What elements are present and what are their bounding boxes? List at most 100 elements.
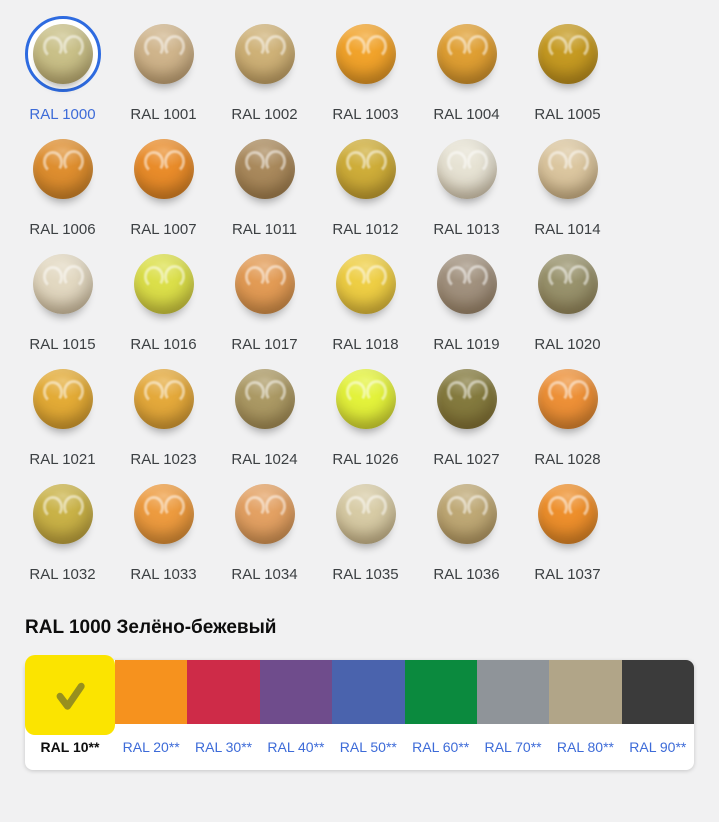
color-swatch-cell: RAL 1004 xyxy=(416,12,517,127)
series-color-swatch[interactable] xyxy=(549,660,622,724)
color-ball[interactable] xyxy=(32,369,93,429)
series-color-swatch[interactable] xyxy=(332,660,405,724)
series-label-link[interactable]: RAL 70** xyxy=(484,739,542,755)
series-label-link[interactable]: RAL 60** xyxy=(412,739,470,755)
color-swatch-cell: RAL 1019 xyxy=(416,242,517,357)
selection-ring xyxy=(328,361,404,437)
color-ball[interactable] xyxy=(335,24,396,84)
selection-ring xyxy=(126,131,202,207)
selection-ring xyxy=(25,476,101,552)
color-code-label[interactable]: RAL 1020 xyxy=(534,336,601,353)
color-swatch-cell: RAL 1014 xyxy=(517,127,618,242)
selection-ring xyxy=(530,16,606,92)
series-tab: RAL 90** xyxy=(621,660,694,770)
color-ball[interactable] xyxy=(133,139,194,199)
color-swatch-cell: RAL 1021 xyxy=(12,357,113,472)
color-ball[interactable] xyxy=(133,484,194,544)
series-label-link[interactable]: RAL 90** xyxy=(629,739,687,755)
color-ball[interactable] xyxy=(335,254,396,314)
color-ball[interactable] xyxy=(234,24,295,84)
color-ball[interactable] xyxy=(234,369,295,429)
series-color-swatch[interactable] xyxy=(259,660,333,724)
color-ball[interactable] xyxy=(436,369,497,429)
series-color-swatch[interactable] xyxy=(187,660,260,724)
color-code-label[interactable]: RAL 1015 xyxy=(29,336,96,353)
selection-ring xyxy=(429,246,505,322)
color-ball[interactable] xyxy=(32,24,93,84)
color-ball[interactable] xyxy=(234,484,295,544)
color-code-label[interactable]: RAL 1007 xyxy=(130,221,197,238)
selection-ring xyxy=(227,131,303,207)
ral-series-tabs: RAL 10** RAL 20** RAL 30** RAL 40** xyxy=(25,655,694,770)
selection-ring xyxy=(429,361,505,437)
color-swatch-cell: RAL 1005 xyxy=(517,12,618,127)
color-ball[interactable] xyxy=(436,139,497,199)
color-ball[interactable] xyxy=(133,254,194,314)
color-code-label[interactable]: RAL 1024 xyxy=(231,451,298,468)
color-code-label[interactable]: RAL 1006 xyxy=(29,221,96,238)
color-code-label[interactable]: RAL 1000 xyxy=(29,106,96,123)
color-ball[interactable] xyxy=(234,254,295,314)
color-ball[interactable] xyxy=(537,484,598,544)
color-swatch-cell: RAL 1024 xyxy=(214,357,315,472)
color-ball[interactable] xyxy=(234,139,295,199)
color-code-label[interactable]: RAL 1017 xyxy=(231,336,298,353)
color-code-label[interactable]: RAL 1033 xyxy=(130,566,197,583)
series-color-swatch[interactable] xyxy=(404,660,477,724)
color-code-label[interactable]: RAL 1013 xyxy=(433,221,500,238)
color-ball[interactable] xyxy=(335,139,396,199)
color-code-label[interactable]: RAL 1004 xyxy=(433,106,500,123)
color-code-label[interactable]: RAL 1035 xyxy=(332,566,399,583)
color-ball[interactable] xyxy=(537,369,598,429)
color-ball[interactable] xyxy=(32,484,93,544)
color-ball[interactable] xyxy=(335,484,396,544)
color-code-label[interactable]: RAL 1012 xyxy=(332,221,399,238)
color-code-label[interactable]: RAL 1037 xyxy=(534,566,601,583)
color-swatch-cell: RAL 1026 xyxy=(315,357,416,472)
selection-ring xyxy=(328,476,404,552)
color-ball[interactable] xyxy=(436,254,497,314)
color-code-label[interactable]: RAL 1034 xyxy=(231,566,298,583)
series-label-link[interactable]: RAL 10** xyxy=(40,739,100,755)
color-code-label[interactable]: RAL 1002 xyxy=(231,106,298,123)
series-color-swatch[interactable] xyxy=(25,655,115,735)
color-code-label[interactable]: RAL 1036 xyxy=(433,566,500,583)
series-label-link[interactable]: RAL 40** xyxy=(267,739,325,755)
color-code-label[interactable]: RAL 1027 xyxy=(433,451,500,468)
color-ball[interactable] xyxy=(537,139,598,199)
series-label-link[interactable]: RAL 80** xyxy=(556,739,614,755)
series-label-link[interactable]: RAL 50** xyxy=(339,739,397,755)
color-code-label[interactable]: RAL 1028 xyxy=(534,451,601,468)
color-code-label[interactable]: RAL 1019 xyxy=(433,336,500,353)
color-code-label[interactable]: RAL 1001 xyxy=(130,106,197,123)
color-ball[interactable] xyxy=(436,484,497,544)
selection-ring xyxy=(328,131,404,207)
series-color-swatch[interactable] xyxy=(476,660,550,724)
series-label-link[interactable]: RAL 20** xyxy=(122,739,180,755)
color-code-label[interactable]: RAL 1011 xyxy=(231,221,298,238)
color-ball[interactable] xyxy=(133,369,194,429)
color-code-label[interactable]: RAL 1023 xyxy=(130,451,197,468)
color-code-label[interactable]: RAL 1018 xyxy=(332,336,399,353)
color-code-label[interactable]: RAL 1005 xyxy=(534,106,601,123)
color-code-label[interactable]: RAL 1016 xyxy=(130,336,197,353)
checkmark-icon xyxy=(56,682,85,710)
color-ball[interactable] xyxy=(537,254,598,314)
color-code-label[interactable]: RAL 1032 xyxy=(29,566,96,583)
color-ball[interactable] xyxy=(335,369,396,429)
color-swatch-cell: RAL 1017 xyxy=(214,242,315,357)
series-color-swatch[interactable] xyxy=(621,660,694,724)
color-swatch-cell: RAL 1023 xyxy=(113,357,214,472)
color-code-label[interactable]: RAL 1014 xyxy=(534,221,601,238)
color-code-label[interactable]: RAL 1003 xyxy=(332,106,399,123)
color-ball[interactable] xyxy=(537,24,598,84)
color-code-label[interactable]: RAL 1026 xyxy=(332,451,399,468)
series-color-swatch[interactable] xyxy=(115,660,188,724)
series-label-link[interactable]: RAL 30** xyxy=(195,739,253,755)
color-ball[interactable] xyxy=(436,24,497,84)
color-ball[interactable] xyxy=(32,139,93,199)
color-ball[interactable] xyxy=(32,254,93,314)
color-code-label[interactable]: RAL 1021 xyxy=(29,451,96,468)
selection-ring xyxy=(227,16,303,92)
color-ball[interactable] xyxy=(133,24,194,84)
